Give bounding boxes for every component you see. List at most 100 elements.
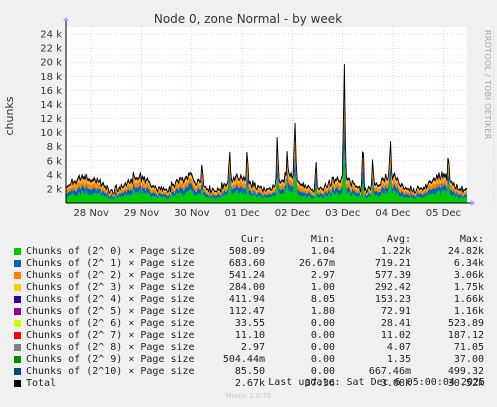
legend-header: Cur: Min: Avg: Max: [0,234,497,246]
legend-swatch [14,260,21,267]
legend-max: 37.00 [453,354,484,365]
legend-row: Chunks of (2^ 3) × Page size 284.00 1.00 29… [0,282,497,294]
legend-swatch [14,356,21,363]
legend-cur: 2.97 [240,342,265,353]
y-axis-label: chunks [3,96,16,135]
legend-min: 8.05 [310,294,335,305]
y-tick-label: 10 k [40,128,62,139]
legend-max: 1.16k [453,306,484,317]
legend-row: Chunks of (2^ 8) × Page size 2.97 0.00 4.07… [0,342,497,354]
y-tick-labels: 2 k 4 k 6 k 8 k 10 k 12 k 14 k 16 k 18 k 20 k 22 k… [40,30,62,196]
y-tick-label: 16 k [40,86,62,97]
legend-max: 1.66k [453,294,484,305]
total-line [65,63,468,195]
legend-row: Chunks of (2^10) × Page size 85.50 0.00 667… [0,366,497,378]
legend-cur: 2.67k [234,378,265,389]
legend-max: 24.82k [447,246,484,257]
legend-cur: 411.94 [228,294,265,305]
legend-series-name: Total [26,378,57,389]
x-tick-label: 28 Nov [73,208,109,219]
legend-header-min: Min: [310,234,335,245]
legend-row: Chunks of (2^ 4) × Page size 411.94 8.05 15… [0,294,497,306]
legend-avg: 667.46m [368,366,411,377]
legend-header-max: Max: [459,234,484,245]
y-tick-label: 12 k [40,114,62,125]
legend-series-name: Chunks of (2^ 8) × Page size [26,342,195,353]
legend-series-name: Chunks of (2^ 4) × Page size [26,294,195,305]
legend-avg: 1.35 [386,354,411,365]
legend-max: 187.12 [447,330,484,341]
legend-row: Chunks of (2^ 6) × Page size 33.55 0.00 28.… [0,318,497,330]
y-tick-label: 6 k [47,156,63,167]
legend-row: Chunks of (2^ 0) × Page size 508.09 1.04 1.… [0,246,497,258]
y-tick-label: 22 k [40,44,62,55]
munin-version: Munin 2.0.76 [225,392,272,400]
legend-max: 499.32 [447,366,484,377]
x-tick-label: 05 Dec [426,208,461,219]
legend-min: 26.67m [298,258,335,269]
legend-min: 37.36 [304,378,335,389]
legend-min: 2.97 [310,270,335,281]
legend-series-name: Chunks of (2^ 7) × Page size [26,330,195,341]
legend-cur: 508.09 [228,246,265,257]
legend-avg: 719.21 [374,258,411,269]
legend-header-avg: Avg: [386,234,411,245]
legend-min: 1.00 [310,282,335,293]
y-tick-label: 4 k [47,170,63,181]
y-tick-label: 14 k [40,100,62,111]
legend-swatch [14,284,21,291]
legend-max: 71.05 [453,342,484,353]
legend-cur: 112.47 [228,306,265,317]
legend-min: 0.00 [310,354,335,365]
axes [63,17,475,206]
legend-series-name: Chunks of (2^ 2) × Page size [26,270,195,281]
y-tick-label: 24 k [40,30,62,41]
chart-title: Node 0, zone Normal - by week [154,12,342,26]
legend-swatch [14,368,21,375]
x-tick-label: 30 Nov [174,208,210,219]
legend-row: Chunks of (2^ 9) × Page size 504.44m 0.00 1… [0,354,497,366]
legend-series-name: Chunks of (2^10) × Page size [26,366,195,377]
legend-row: Chunks of (2^ 7) × Page size 11.10 0.00 11.… [0,330,497,342]
legend-row: Chunks of (2^ 2) × Page size 541.24 2.97 57… [0,270,497,282]
legend-series-name: Chunks of (2^ 6) × Page size [26,318,195,329]
legend-cur: 284.00 [228,282,265,293]
legend-cur: 683.60 [228,258,265,269]
legend-row: Total 2.67k 37.36 3.08k 30.52k [0,378,497,390]
legend-swatch [14,332,21,339]
legend-swatch [14,308,21,315]
x-tick-labels: 28 Nov 29 Nov 30 Nov 01 Dec 02 Dec 03 Dec 04 D… [73,208,461,219]
legend-min: 1.04 [310,246,335,257]
legend-min: 0.00 [310,366,335,377]
legend-avg: 577.39 [374,270,411,281]
legend-swatch [14,344,21,351]
legend-series-name: Chunks of (2^ 0) × Page size [26,246,195,257]
legend-cur: 85.50 [234,366,265,377]
legend-row: Chunks of (2^ 5) × Page size 112.47 1.80 72… [0,306,497,318]
legend-avg: 72.91 [380,306,411,317]
legend-header-cur: Cur: [240,234,265,245]
legend-series-name: Chunks of (2^ 9) × Page size [26,354,195,365]
legend-avg: 3.08k [380,378,411,389]
x-tick-label: 29 Nov [124,208,160,219]
legend-max: 3.06k [453,270,484,281]
legend-swatch [14,380,21,387]
x-tick-label: 03 Dec [325,208,360,219]
legend-series-name: Chunks of (2^ 5) × Page size [26,306,195,317]
legend-cur: 541.24 [228,270,265,281]
x-axis-arrow [471,200,475,206]
legend-cur: 504.44m [222,354,265,365]
y-tick-label: 2 k [47,184,63,195]
y-axis-arrow [63,17,69,21]
legend-avg: 4.07 [386,342,411,353]
legend-max: 523.89 [447,318,484,329]
legend-swatch [14,320,21,327]
legend-series-name: Chunks of (2^ 3) × Page size [26,282,195,293]
x-tick-label: 02 Dec [275,208,310,219]
y-tick-label: 18 k [40,72,62,83]
last-update: Last update: Sat Dec 6 05:00:04 2025 [268,377,485,388]
legend-row: Chunks of (2^ 1) × Page size 683.60 26.67m… [0,258,497,270]
y-tick-label: 20 k [40,58,62,69]
legend-swatch [14,272,21,279]
x-tick-label: 01 Dec [224,208,259,219]
